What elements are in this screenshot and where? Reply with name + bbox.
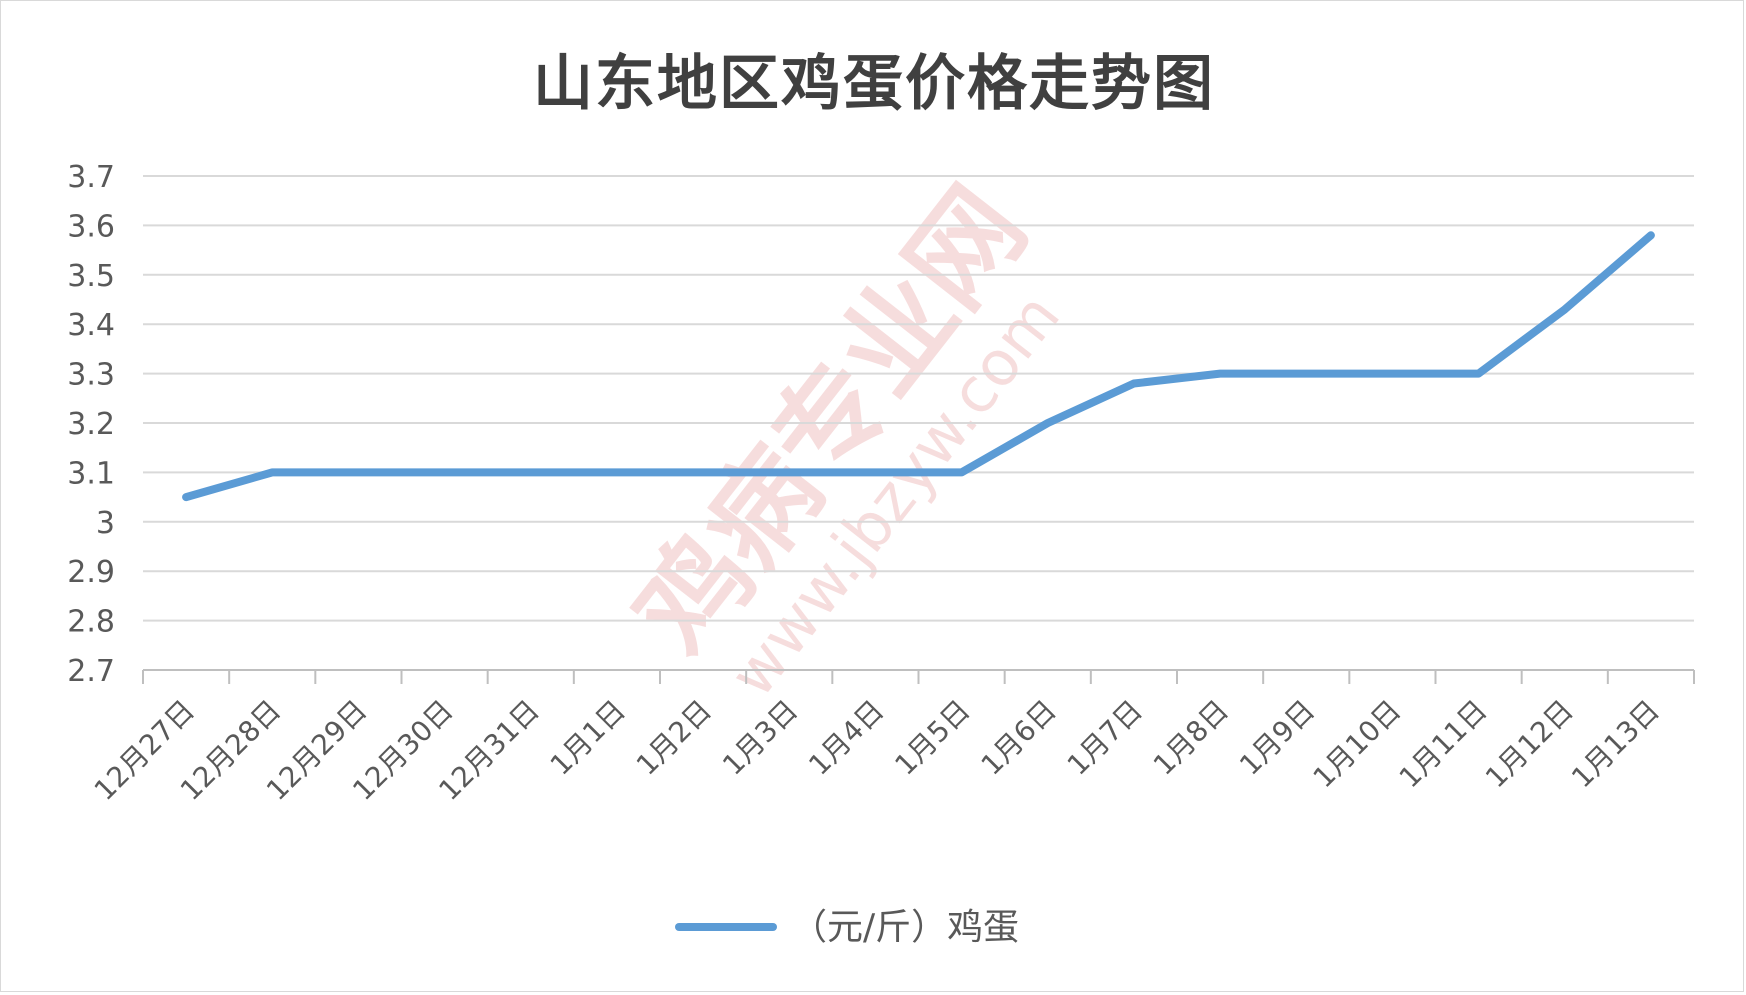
x-tick-label: 1月8日 (1147, 694, 1235, 782)
x-tick-label: 1月12日 (1479, 694, 1580, 795)
y-tick-label: 3.6 (67, 209, 115, 244)
x-tick-label: 1月10日 (1307, 694, 1408, 795)
legend-label: （元/斤）鸡蛋 (791, 907, 1019, 948)
x-tick-label: 1月13日 (1565, 694, 1666, 795)
x-axis-ticks: 12月27日12月28日12月29日12月30日12月31日1月1日1月2日1月… (88, 694, 1666, 807)
x-tick-label: 1月1日 (544, 694, 632, 782)
y-tick-label: 3.3 (67, 358, 115, 393)
x-tick-label: 1月2日 (630, 694, 718, 782)
y-axis-ticks: 2.7 2.8 2.9 3 3.1 3.2 3.3 3.4 3.5 3.6 3.7 (67, 160, 115, 689)
x-tick-label: 1月6日 (975, 694, 1063, 782)
y-tick-label: 3.4 (67, 308, 115, 343)
x-tick-label: 1月7日 (1061, 694, 1149, 782)
y-tick-label: 2.9 (67, 555, 115, 590)
y-tick-label: 3.1 (67, 456, 115, 491)
x-axis (143, 670, 1694, 684)
y-tick-label: 2.8 (67, 605, 115, 640)
x-tick-label: 1月3日 (716, 694, 804, 782)
y-tick-label: 3.7 (67, 160, 115, 195)
legend: （元/斤）鸡蛋 (679, 907, 1019, 948)
x-tick-label: 1月5日 (888, 694, 976, 782)
y-tick-label: 3 (96, 506, 115, 541)
y-tick-label: 3.2 (67, 407, 115, 442)
x-tick-label: 1月11日 (1393, 694, 1494, 795)
y-tick-label: 3.5 (67, 259, 115, 294)
y-tick-label: 2.7 (67, 654, 115, 689)
x-tick-label: 1月4日 (802, 694, 890, 782)
